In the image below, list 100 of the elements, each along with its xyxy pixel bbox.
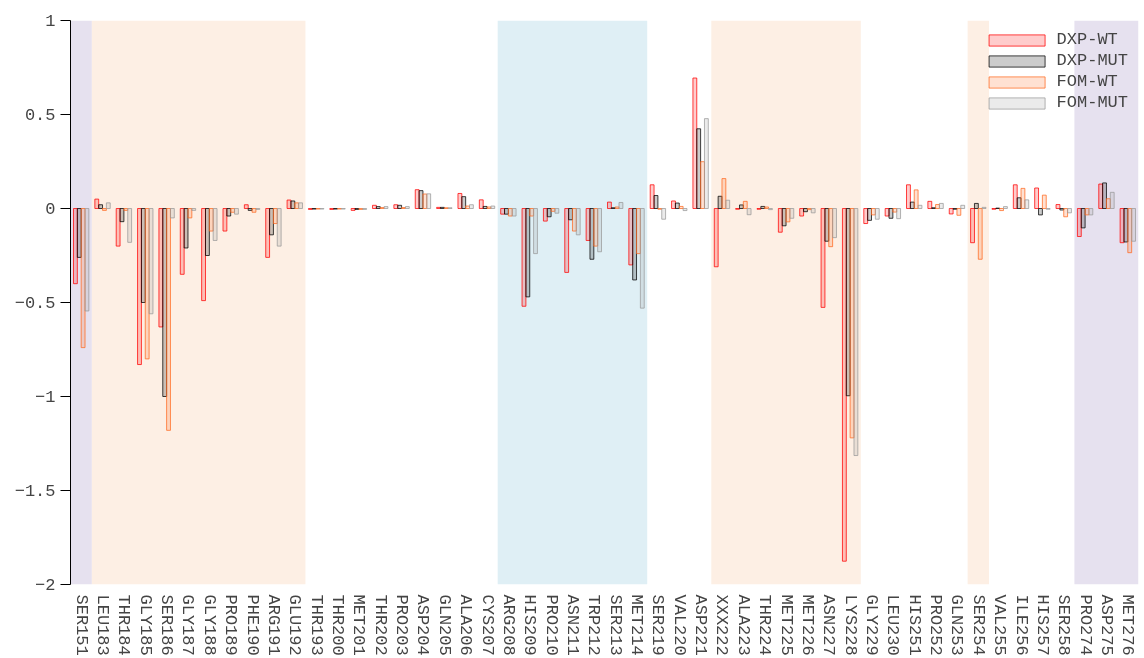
x-tick-label: LYS228 [840, 594, 860, 656]
bar [169, 208, 175, 219]
bar [298, 202, 303, 209]
bar [469, 204, 474, 209]
bar [490, 205, 496, 209]
bar [909, 201, 915, 209]
x-tick-label: PHE190 [242, 594, 262, 656]
bar [678, 205, 684, 209]
legend-label: DXP-WT [1056, 30, 1118, 49]
x-tick-label: XXX222 [712, 594, 732, 656]
bar [639, 208, 645, 309]
y-tick-label: −1 [35, 388, 56, 407]
x-tick-label: LEU183 [93, 594, 113, 656]
bar [892, 208, 898, 213]
bar [461, 196, 467, 209]
x-tick-label: PRO210 [541, 594, 561, 656]
bar [682, 208, 688, 212]
bar [212, 208, 218, 241]
bar [94, 198, 100, 209]
bar [243, 204, 249, 209]
bar [148, 208, 154, 315]
bar [853, 208, 859, 457]
x-tick-label: MET276 [1118, 594, 1138, 656]
bar [276, 208, 282, 247]
bar [226, 208, 232, 217]
bar [789, 208, 795, 219]
x-tick-label: TRP212 [584, 594, 604, 656]
x-tick-label: GLY187 [178, 594, 198, 656]
bar [703, 118, 709, 209]
x-tick-label: HIS209 [520, 594, 540, 656]
x-tick-label: THR193 [306, 594, 326, 656]
bar [478, 199, 484, 209]
bar [251, 208, 257, 213]
x-tick-label: SER254 [968, 594, 988, 656]
x-tick-label: PRO189 [221, 594, 241, 656]
bar [888, 208, 894, 219]
x-tick-label: GLN205 [434, 594, 454, 656]
bar [426, 193, 432, 209]
x-tick-label: THR184 [114, 594, 134, 656]
x-tick-label: VAL220 [669, 594, 689, 656]
bar [137, 208, 142, 366]
x-tick-label: SER258 [1054, 594, 1074, 656]
x-tick-label: THR202 [370, 594, 390, 656]
bar [977, 208, 983, 260]
bar [507, 208, 513, 217]
bar [871, 208, 876, 216]
bar [1131, 208, 1137, 242]
x-tick-label: CYS207 [477, 594, 497, 656]
x-tick-label: HIS251 [904, 594, 924, 656]
x-tick-label: SER151 [71, 594, 91, 656]
x-tick-label: GLN253 [947, 594, 967, 656]
x-tick-label: THR200 [328, 594, 347, 656]
x-tick-label: ASN211 [562, 594, 582, 656]
x-tick-label: MET214 [627, 594, 647, 656]
x-tick-label: LEU230 [883, 594, 903, 656]
x-tick-label: PRO252 [926, 594, 946, 656]
bar [183, 208, 189, 249]
bar [746, 208, 752, 216]
x-tick-label: GLY185 [135, 594, 155, 656]
bar [785, 208, 791, 223]
bar [98, 204, 104, 209]
bar [671, 200, 676, 209]
x-tick-label: MET226 [797, 594, 817, 656]
legend-label: FOM-MUT [1056, 93, 1128, 112]
bar [960, 204, 966, 209]
y-tick-label: 0 [45, 200, 56, 219]
x-tick-label: MET225 [776, 594, 796, 656]
bar [166, 208, 171, 431]
bar [119, 208, 125, 223]
x-tick-label: ILE256 [1011, 594, 1031, 656]
bar [290, 200, 296, 209]
bar [874, 208, 880, 220]
bar [201, 208, 206, 302]
bar [696, 128, 702, 209]
bar [542, 208, 548, 222]
bar [760, 205, 766, 209]
bar [84, 208, 90, 312]
bar [721, 178, 727, 209]
bar [393, 204, 399, 209]
bar [810, 208, 816, 214]
bar [222, 208, 228, 232]
bar [105, 202, 111, 209]
y-tick-label: −1.5 [14, 482, 56, 501]
x-tick-label: THR224 [755, 594, 775, 656]
bar [575, 208, 581, 236]
bar [674, 202, 680, 209]
bar [896, 208, 902, 220]
x-tick-label: ASP221 [691, 594, 711, 656]
x-tick-label: HIS257 [1032, 594, 1052, 656]
x-tick-label: PRO203 [392, 594, 412, 656]
bar [1102, 182, 1107, 209]
bar [973, 202, 979, 209]
bar [265, 208, 271, 258]
y-tick-label: 0.5 [24, 106, 56, 125]
bar [999, 208, 1004, 212]
bar [1067, 208, 1072, 214]
bar [564, 208, 570, 273]
bar [692, 77, 698, 209]
bar [1080, 208, 1086, 229]
bar [803, 208, 808, 213]
